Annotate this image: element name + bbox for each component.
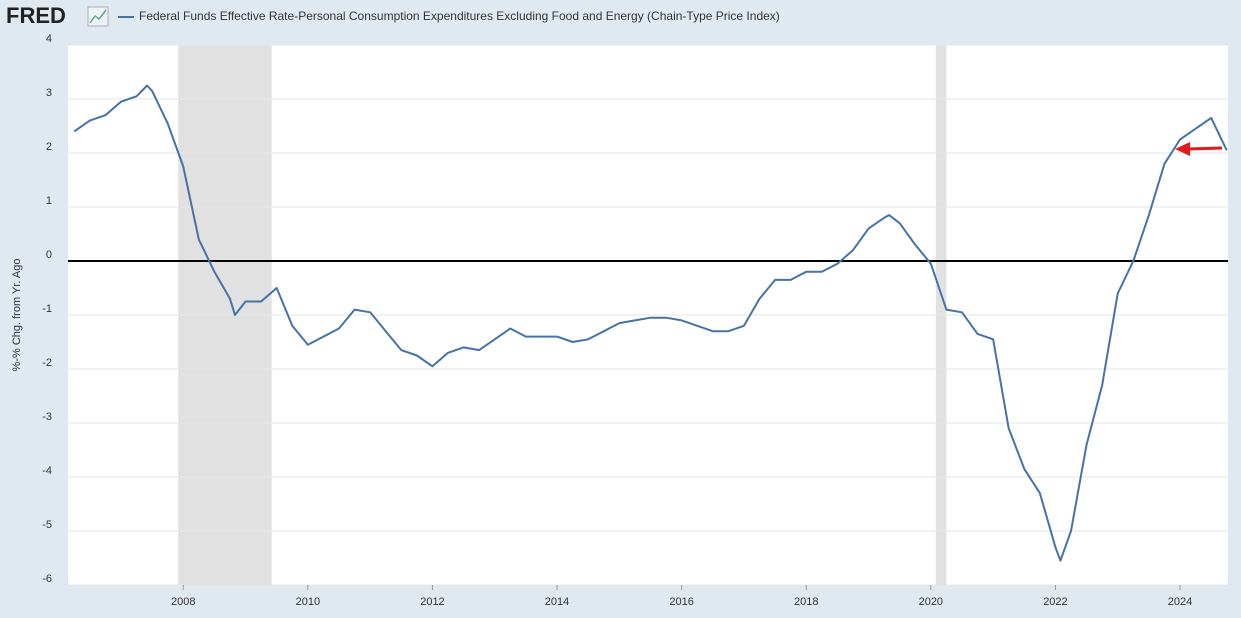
y-axis-label: %-% Chg. from Yr. Ago [11, 259, 23, 372]
y-tick-label: 2 [46, 141, 52, 153]
x-tick-label: 2024 [1168, 596, 1192, 608]
data-line [73, 84, 1228, 562]
y-tick-label: -2 [42, 357, 52, 369]
y-tick-label: -6 [42, 573, 52, 585]
y-tick-label: 1 [46, 195, 52, 207]
y-tick-label: -1 [42, 303, 52, 315]
x-tick-label: 2022 [1043, 596, 1067, 608]
y-tick-label: 4 [46, 33, 52, 45]
legend-label: Federal Funds Effective Rate-Personal Co… [139, 9, 780, 23]
x-tick-label: 2014 [545, 596, 569, 608]
y-tick-label: -3 [42, 411, 52, 423]
brand-icon [87, 6, 109, 27]
x-tick-label: 2020 [919, 596, 943, 608]
x-tick-label: 2008 [171, 596, 195, 608]
y-tick-label: -5 [42, 519, 52, 531]
x-tick-label: 2016 [669, 596, 693, 608]
y-tick-label: -4 [42, 465, 52, 477]
y-tick-label: 3 [46, 87, 52, 99]
arrow-annotation [1175, 142, 1223, 156]
x-tick-label: 2010 [296, 596, 320, 608]
x-tick-label: 2018 [794, 596, 818, 608]
brand: FRED [6, 3, 66, 28]
x-tick-label: 2012 [420, 596, 444, 608]
y-tick-label: 0 [46, 249, 52, 261]
